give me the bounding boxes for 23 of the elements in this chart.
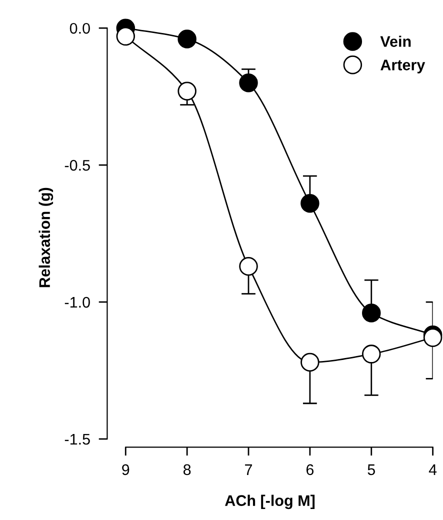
point	[239, 73, 258, 92]
point	[362, 344, 381, 364]
point	[362, 304, 381, 322]
x-tick-label: 5	[368, 464, 375, 476]
x-tick-label: 6	[306, 464, 314, 476]
x-tick-label: 7	[245, 464, 252, 475]
point	[116, 26, 136, 46]
point	[239, 257, 258, 276]
y-axis-title: Relaxation (g)	[38, 188, 54, 288]
point	[300, 352, 320, 372]
y-tick-label: -1.5	[64, 434, 90, 445]
point	[178, 30, 196, 48]
x-axis-title: ACh [-log M]	[225, 494, 315, 510]
y-tick-label: -0.5	[64, 160, 90, 171]
y-tick-label: 0.0	[70, 22, 90, 34]
point	[178, 82, 196, 100]
y-tick-label: -1.0	[64, 296, 90, 308]
x-tick-label: 4	[428, 464, 437, 475]
x-tick-label: 9	[122, 464, 130, 476]
x-tick-label: 8	[183, 464, 191, 476]
point	[300, 194, 320, 213]
legend-label: Vein	[380, 36, 411, 47]
legend-label: Artery	[380, 60, 426, 74]
